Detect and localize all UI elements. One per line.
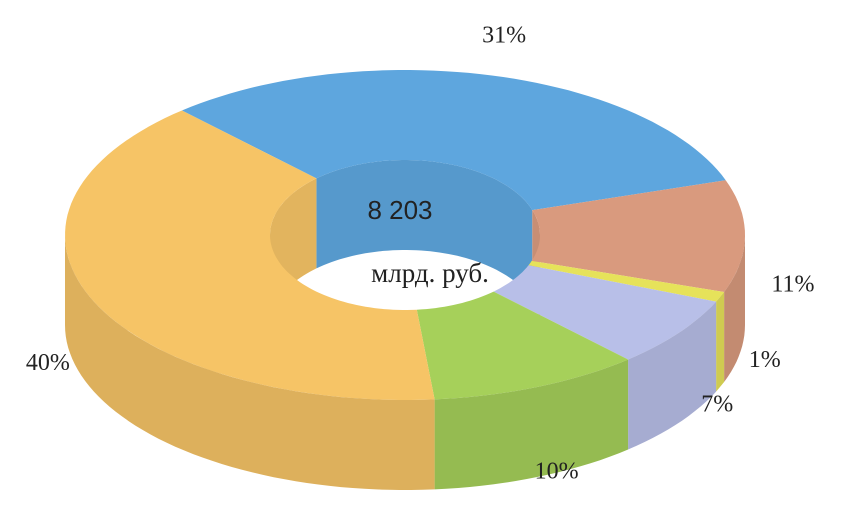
- slice-top: [528, 260, 725, 302]
- value-label: 31%: [482, 22, 526, 48]
- outer-wall: [628, 301, 717, 450]
- center-value: 8 203: [367, 195, 432, 225]
- center-label: млрд. руб.: [371, 258, 489, 288]
- outer-wall: [724, 235, 745, 382]
- value-label: 40%: [26, 350, 70, 376]
- slice-top: [531, 180, 745, 292]
- slice-top: [181, 70, 726, 211]
- outer-wall: [434, 359, 629, 490]
- top-faces: [65, 70, 745, 400]
- value-label: 10%: [535, 459, 579, 485]
- outer-wall: [716, 292, 725, 392]
- slice-top: [65, 110, 435, 400]
- inner-wall: [316, 160, 533, 301]
- value-label: 7%: [701, 392, 733, 418]
- outer-walls: [65, 235, 745, 490]
- slice-top: [416, 291, 629, 400]
- slice-top: [493, 265, 717, 360]
- outer-wall: [65, 235, 435, 490]
- value-label: 11%: [771, 271, 814, 297]
- value-label: 1%: [749, 347, 781, 373]
